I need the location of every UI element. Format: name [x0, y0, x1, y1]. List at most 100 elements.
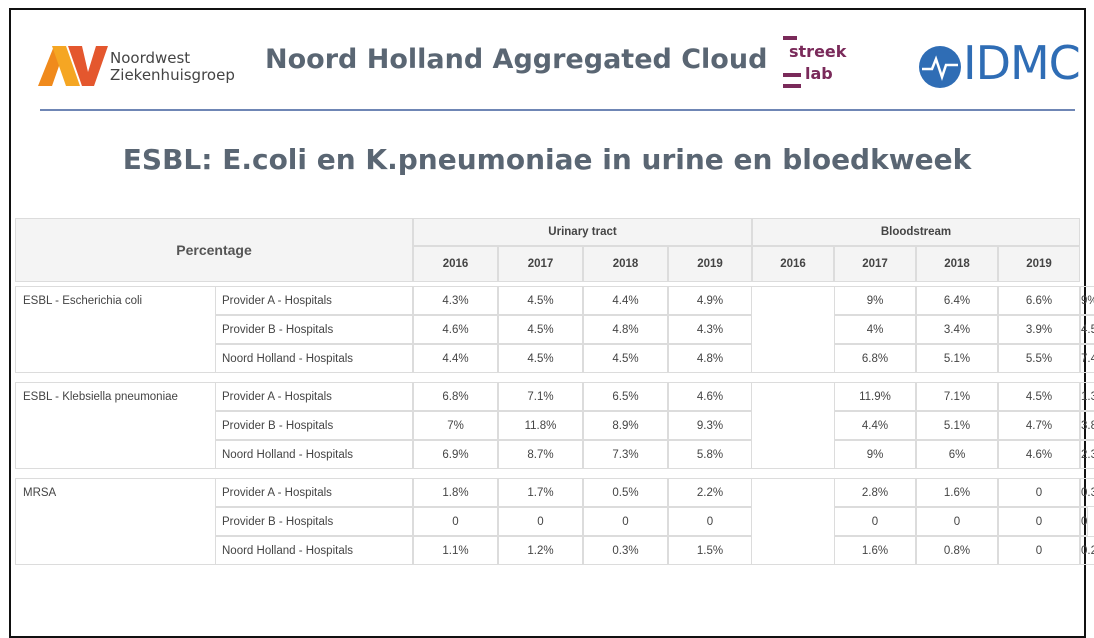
logo-bar: [783, 36, 797, 40]
value-cell: 0: [1080, 507, 1089, 536]
value-cell: 1.2%: [498, 536, 583, 565]
group-header: Urinary tract: [413, 218, 752, 246]
value-cell: 4.4%: [834, 411, 916, 440]
year-header: 2018: [916, 246, 998, 282]
provider: Noord Holland - Hospitals: [215, 440, 413, 469]
value-cell: 1.6%: [834, 536, 916, 565]
logo-lab: lab: [805, 64, 833, 83]
value-cell: 2.2%: [668, 478, 752, 507]
value-cell: 4.3%: [668, 315, 752, 344]
logo-line: Noordwest: [110, 49, 191, 67]
value-cell: 0: [998, 507, 1080, 536]
value-cell: 0.8%: [916, 536, 998, 565]
value-cell: 1.1%: [413, 536, 498, 565]
value-cell: 3.8%: [1080, 411, 1094, 440]
value-cell: 4.7%: [998, 411, 1080, 440]
value-cell: 4.4%: [583, 286, 668, 315]
value-cell: 1.3%: [1080, 382, 1094, 411]
provider: Noord Holland - Hospitals: [215, 536, 413, 565]
value-cell: 4.6%: [668, 382, 752, 411]
value-cell: 6.9%: [413, 440, 498, 469]
page: Noordwest Ziekenhuisgroep Noord Holland …: [9, 8, 1094, 638]
value-cell: 6.8%: [834, 344, 916, 373]
year-header: 2016: [413, 246, 498, 282]
provider: Noord Holland - Hospitals: [215, 344, 413, 373]
provider: Provider B - Hospitals: [215, 411, 413, 440]
logo-nw-mark: [38, 46, 108, 86]
value-cell: 0: [413, 507, 498, 536]
value-cell: 2.8%: [834, 478, 916, 507]
value-cell: 11.8%: [498, 411, 583, 440]
value-cell: 4.5%: [583, 344, 668, 373]
logo-nw-text: Noordwest Ziekenhuisgroep: [110, 50, 235, 84]
value-cell: 0: [668, 507, 752, 536]
value-cell: 0: [834, 507, 916, 536]
value-cell: 8.7%: [498, 440, 583, 469]
value-cell: 0: [583, 507, 668, 536]
provider: Provider A - Hospitals: [215, 382, 413, 411]
value-cell: 4.5%: [498, 315, 583, 344]
provider: Provider A - Hospitals: [215, 286, 413, 315]
header-title: Noord Holland Aggregated Cloud: [265, 44, 768, 75]
value-cell: 6.8%: [413, 382, 498, 411]
logo-bar: [783, 84, 801, 88]
value-cell: 11.9%: [834, 382, 916, 411]
value-cell: 0: [916, 507, 998, 536]
logo-streek: streek: [789, 42, 847, 61]
value-cell: 5.8%: [668, 440, 752, 469]
value-cell: 5.1%: [916, 344, 998, 373]
value-cell: 4.5%: [498, 344, 583, 373]
logo-bar: [783, 73, 801, 77]
value-cell: 6.4%: [916, 286, 998, 315]
value-cell: 0: [998, 536, 1080, 565]
value-cell: 4.6%: [413, 315, 498, 344]
value-cell: 4.5%: [498, 286, 583, 315]
value-cell: 1.7%: [498, 478, 583, 507]
section-label: MRSA: [23, 486, 57, 499]
value-cell: 4.3%: [413, 286, 498, 315]
value-cell: 7.4%: [1080, 344, 1094, 373]
value-cell: 8.9%: [583, 411, 668, 440]
value-cell: 4.9%: [668, 286, 752, 315]
provider: Provider A - Hospitals: [215, 478, 413, 507]
value-cell: 4.4%: [413, 344, 498, 373]
year-header: 2018: [583, 246, 668, 282]
header-bg: [15, 218, 1080, 282]
year-header: 2019: [998, 246, 1080, 282]
value-cell: 6%: [916, 440, 998, 469]
value-cell: 1.6%: [916, 478, 998, 507]
value-cell: 0.3%: [583, 536, 668, 565]
value-cell: 4.6%: [998, 440, 1080, 469]
subtitle: ESBL: E.coli en K.pneumoniae in urine en…: [122, 143, 972, 176]
logo-idmc-mark: [919, 46, 961, 88]
year-header: 2016: [752, 246, 834, 282]
value-cell: 5.5%: [998, 344, 1080, 373]
provider: Provider B - Hospitals: [215, 315, 413, 344]
section-label: ESBL - Klebsiella pneumoniae: [23, 390, 178, 403]
value-cell: 9%: [834, 286, 916, 315]
value-cell: 7.1%: [498, 382, 583, 411]
value-cell: 9%: [834, 440, 916, 469]
value-cell: 7%: [413, 411, 498, 440]
logo-idmc: IDMC: [963, 36, 1081, 90]
value-cell: 0.2%: [1080, 536, 1094, 565]
value-cell: 6.5%: [583, 382, 668, 411]
year-header: 2017: [498, 246, 583, 282]
value-cell: 0: [498, 507, 583, 536]
value-cell: 3.9%: [998, 315, 1080, 344]
value-cell: 4.8%: [583, 315, 668, 344]
value-cell: 4.5%: [998, 382, 1080, 411]
value-cell: 0.5%: [583, 478, 668, 507]
header-rule: [40, 109, 1075, 111]
value-cell: 9.3%: [668, 411, 752, 440]
corner-header: Percentage: [15, 218, 413, 282]
value-cell: 1.8%: [413, 478, 498, 507]
value-cell: 3.4%: [916, 315, 998, 344]
value-cell: 4.5%: [1080, 315, 1094, 344]
value-cell: 2.3%: [1080, 440, 1094, 469]
value-cell: 7.1%: [916, 382, 998, 411]
value-cell: 5.1%: [916, 411, 998, 440]
value-cell: 0: [998, 478, 1080, 507]
group-header: Bloodstream: [752, 218, 1080, 246]
year-header: 2017: [834, 246, 916, 282]
